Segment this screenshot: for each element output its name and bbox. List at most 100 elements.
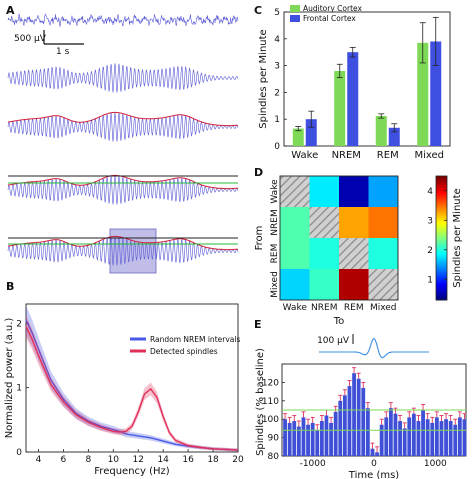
colorbar-segment [436,254,447,258]
heatmap-cell [309,238,339,269]
heatmap-cell [309,269,339,300]
colorbar-segment [436,246,447,249]
x-axis-title: To [333,316,345,327]
colorbar-segment [436,190,447,194]
heatmap-cell [309,207,339,238]
x-tick-label: 18 [207,455,219,465]
histogram-bar [370,448,375,456]
heatmap-cell [339,176,369,207]
panel-label-e: E [254,318,262,331]
colorbar-segment [436,209,447,212]
legend-label-1: Detected spindles [150,347,218,356]
panel-label-c: C [254,4,262,17]
amplitude-envelope [7,111,238,127]
panel-c-bars: 0 1 2 3 4 5 Spindles per Minute Wake NREM REM Mixe… [258,4,451,161]
colorbar-tick-label: 3 [427,216,433,226]
histogram-bar [356,378,361,456]
x-tick-label: 0 [371,459,377,469]
colorbar-segment [436,293,447,297]
y-tick-label: 2 [274,88,280,98]
x-tick-label: -1000 [300,459,326,469]
filtered-trace-threshold-row [7,175,239,205]
colorbar-segment [436,207,447,210]
histogram-bar [375,452,379,456]
x-tick-label: 4 [36,455,42,465]
colorbar-segment [436,256,447,260]
colorbar-segment [436,225,447,229]
bar-0 [292,128,304,146]
histogram-bar [411,413,416,456]
colorbar-segment [436,211,447,214]
row-label: Mixed [270,271,280,298]
spectrum-line-1 [25,326,239,451]
colorbar-segment [436,223,447,227]
y-tick-label: 1 [16,384,22,394]
heatmap-cell [280,269,310,300]
colorbar-segment [436,221,447,225]
heatmap-cell [368,176,398,207]
colorbar-tick-label: 1 [427,275,433,285]
legend-swatch-1 [290,15,300,22]
histogram-bar [342,395,347,456]
y-tick-label: 4 [274,35,280,45]
legend-swatch-0 [290,5,300,12]
amplitude-envelope-threshold-row [7,174,238,190]
histogram-bar [347,386,352,456]
histogram-bar [434,417,439,456]
colorbar-segment [436,178,447,181]
histogram-bar [448,421,453,456]
y-axis-title: Spindles (% baseline) [255,348,266,456]
x-tick-label: 16 [182,455,194,465]
histogram-bar [329,422,333,456]
plot-frame [283,11,451,147]
colorbar-frame [435,175,448,301]
x-axis-title: Time (ms) [348,470,400,479]
histogram-bar [315,430,320,456]
bar-1 [305,119,317,146]
colorbar-segment [436,217,447,220]
panel-a-traces [7,13,239,274]
bar-0 [417,42,429,146]
y-tick-label: 110 [262,397,279,407]
colorbar-segment [436,227,447,231]
colorbar-segment [436,250,447,253]
scalebar-voltage-label: 500 µV [14,34,47,44]
colorbar-segment [436,235,447,239]
histogram-bar [421,410,425,456]
x-tick-label: Wake [291,150,318,161]
histogram-bar [402,428,407,456]
y-axis-title: Normalized power (a.u.) [4,318,15,439]
histogram-bar [398,421,402,456]
inset-scale-label: 100 µV [317,336,350,346]
colorbar-segment [436,215,447,218]
colorbar-segment [436,266,447,270]
y-tick-label: 5 [274,8,280,18]
colorbar-segment [436,219,447,222]
histogram-bar [333,411,338,456]
colorbar-segment [436,297,447,301]
colorbar-segment [436,233,447,237]
histogram-bar [287,422,292,456]
colorbar-segment [436,240,447,243]
histogram-bar [416,421,421,456]
x-tick-label: 8 [85,455,91,465]
col-label: REM [344,303,364,313]
colorbar-segment [436,200,447,204]
heatmap-cell [368,269,398,300]
legend-label-0: Auditory Cortex [303,4,362,13]
histogram-bar [379,424,384,456]
scalebar-time-label: 1 s [56,47,70,57]
filtered-trace [7,63,239,93]
colorbar-segment [436,202,447,206]
histogram-bar [352,373,356,456]
legend-label-1: Frontal Cortex [303,14,356,23]
colorbar-segment [436,186,447,189]
colorbar-segment [436,198,447,202]
colorbar-segment [436,264,447,268]
colorbar-segment [436,248,447,251]
heatmap-cell [280,238,310,269]
colorbar-segment [436,269,447,272]
row-label: NREM [270,209,280,235]
panel-e-histogram: 100 µV 80 90 100 110 120 -1000 0 1000 Time (ms) Sp… [255,334,467,479]
x-tick-label: NREM [332,150,361,161]
